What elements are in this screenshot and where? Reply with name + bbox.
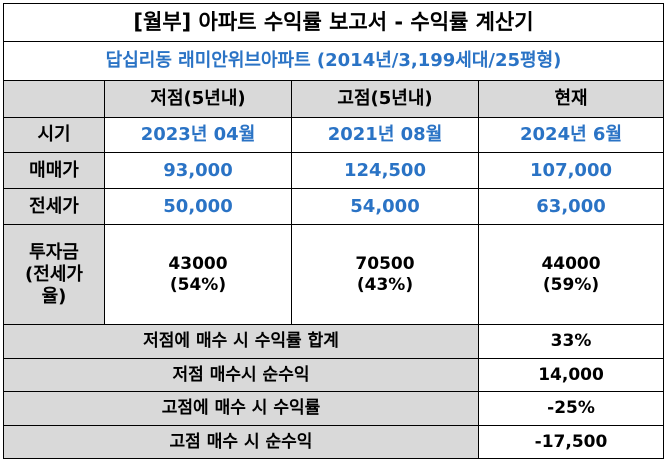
investment-amount: 44000 (541, 254, 601, 275)
apartment-subtitle: 답십리동 래미안위브아파트 (2014년/3,199세대/25평형) (2, 40, 665, 82)
profit-report-table: [월부] 아파트 수익률 보고서 - 수익률 계산기 답십리동 래미안위브아파트… (2, 3, 665, 460)
investment-high: 70500 (43%) (291, 224, 479, 326)
summary-value-high-return: -25% (477, 391, 665, 426)
jeonse-ratio: (54%) (169, 274, 227, 295)
summary-value-low-return: 33% (477, 324, 665, 359)
period-current: 2024년 6월 (477, 116, 665, 154)
investment-label-line: 투자금 (29, 242, 79, 264)
jeonse-ratio: (59%) (542, 274, 600, 295)
sale-price-low: 93,000 (104, 152, 292, 189)
row-label-sale-price: 매매가 (3, 152, 105, 189)
row-label-period: 시기 (3, 116, 105, 154)
investment-low: 43000 (54%) (104, 224, 292, 326)
sale-price-current: 107,000 (477, 152, 665, 189)
investment-current: 44000 (59%) (477, 224, 665, 326)
column-header-current: 현재 (477, 80, 665, 118)
summary-label-low-profit: 저점 매수시 순수익 (3, 357, 479, 393)
report-title: [월부] 아파트 수익률 보고서 - 수익률 계산기 (2, 3, 665, 42)
summary-value-high-profit: -17,500 (477, 424, 665, 460)
investment-amount: 70500 (355, 254, 415, 275)
investment-label-line: (전세가 (25, 263, 83, 285)
column-header-low: 저점(5년내) (104, 80, 292, 118)
summary-value-low-profit: 14,000 (477, 357, 665, 393)
jeonse-ratio: (43%) (356, 274, 414, 295)
period-low: 2023년 04월 (104, 116, 292, 154)
investment-amount: 43000 (168, 254, 228, 275)
summary-label-high-profit: 고점 매수 시 순수익 (3, 424, 479, 460)
row-label-investment: 투자금 (전세가 율) (3, 224, 105, 326)
column-header-high: 고점(5년내) (291, 80, 479, 118)
jeonse-price-high: 54,000 (291, 187, 479, 226)
header-corner-cell (3, 80, 105, 118)
summary-label-low-return: 저점에 매수 시 수익률 합계 (3, 324, 479, 359)
summary-label-high-return: 고점에 매수 시 수익률 (3, 391, 479, 426)
jeonse-price-current: 63,000 (477, 187, 665, 226)
sale-price-high: 124,500 (291, 152, 479, 189)
investment-label-line: 율) (41, 285, 67, 307)
row-label-jeonse-price: 전세가 (3, 187, 105, 226)
period-high: 2021년 08월 (291, 116, 479, 154)
jeonse-price-low: 50,000 (104, 187, 292, 226)
